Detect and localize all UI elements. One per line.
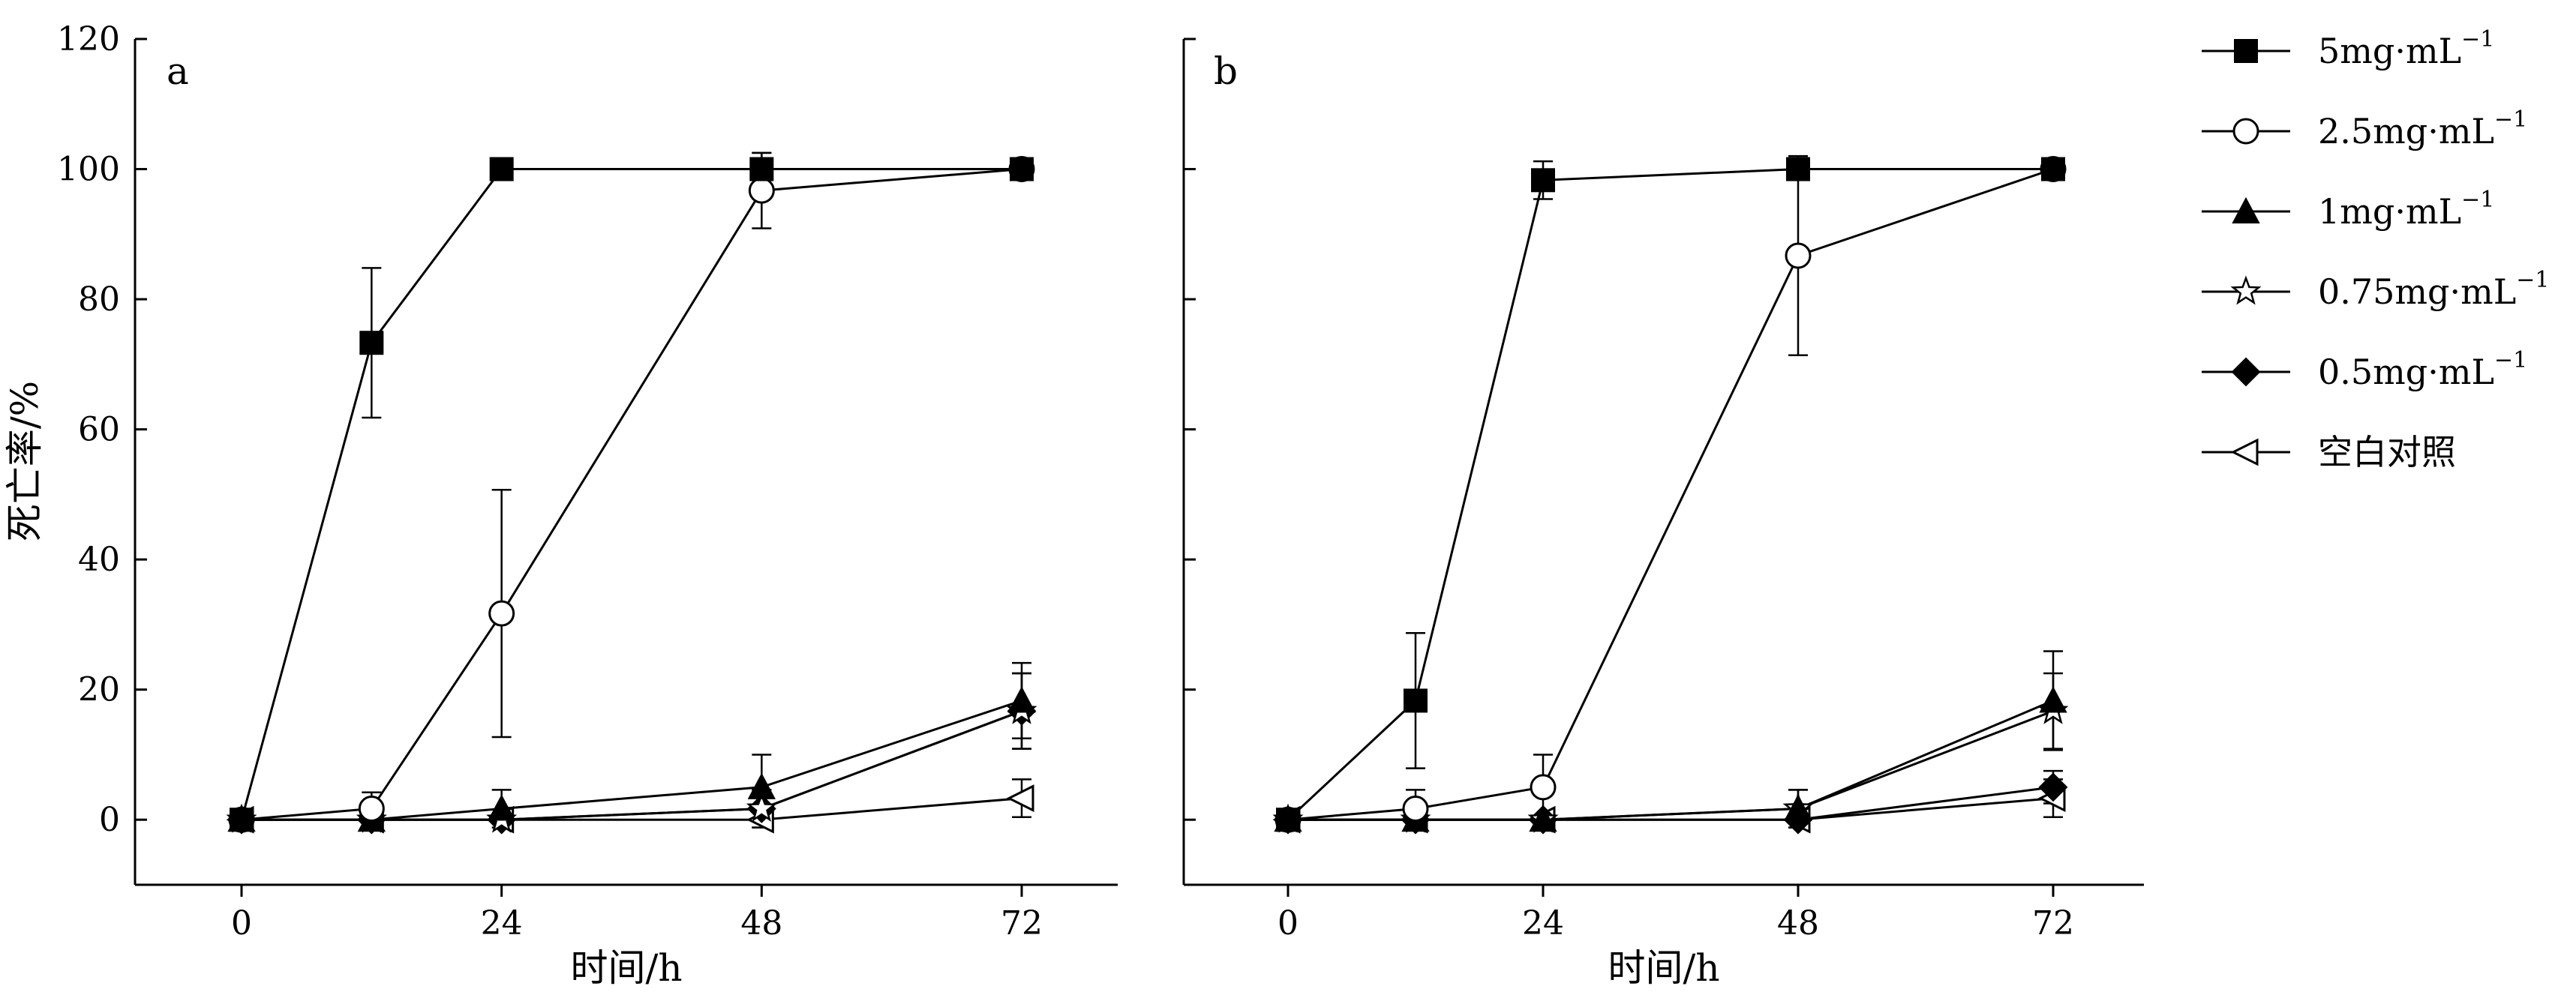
panel-a-data-point — [488, 600, 515, 627]
panel-b-data-point — [1786, 157, 1810, 181]
legend-label-superscript: −1 — [2516, 267, 2549, 293]
panel-a-y-tick-label: 60 — [78, 411, 120, 449]
panel-a-y-axis-title: 死亡率/% — [3, 381, 47, 541]
panel-b-label: b — [1214, 49, 1238, 93]
legend-label-base: 0.5mg·mL — [2318, 352, 2494, 392]
panel-a-y-tick-label: 100 — [57, 151, 120, 189]
panel-b-data-point — [1402, 795, 1429, 822]
panel-a-y-tick-label: 40 — [78, 541, 120, 579]
panel-a-series-line — [242, 709, 1022, 821]
panel-a-data-point — [359, 331, 384, 355]
legend-marker — [2231, 357, 2261, 387]
legend-item: 2.5mg·mL−1 — [2202, 106, 2527, 151]
panel-b-data-point — [1785, 242, 1812, 269]
panel-b-x-tick-label: 48 — [1777, 904, 1819, 943]
legend-label-base: 1mg·mL — [2318, 191, 2461, 232]
panel-b-data-point — [1404, 688, 1428, 713]
panel-b-data-point — [1531, 168, 1555, 193]
legend-label: 空白对照 — [2318, 432, 2456, 472]
legend-label-base: 空白对照 — [2318, 432, 2456, 472]
panel-b-data-point — [1529, 805, 1557, 832]
panel-a-data-point — [748, 177, 775, 204]
panel-a-data-point — [747, 772, 776, 799]
legend-item: 1mg·mL−1 — [2202, 187, 2494, 232]
panel-a-y-tick-label: 80 — [78, 280, 120, 319]
panel-a-x-tick-label: 24 — [481, 904, 523, 943]
panel-a-data-point — [1006, 784, 1034, 813]
panel-a-y-tick-label: 20 — [78, 671, 120, 709]
panel-a-series-line — [241, 168, 1022, 821]
panel-b-data-point — [1784, 794, 1812, 821]
panel-a-series-line — [240, 168, 1022, 820]
panel-b-data-point — [2039, 686, 2067, 713]
panel-b-data-point — [1276, 808, 1300, 832]
panel-b-x-axis-title: 时间/h — [1608, 946, 1719, 990]
panel-a-y-tick-label: 0 — [99, 801, 120, 839]
legend-label: 1mg·mL−1 — [2318, 187, 2494, 232]
panel-a-series-line — [242, 699, 1022, 821]
legend-item: 空白对照 — [2202, 432, 2456, 472]
panel-a-data-point — [749, 157, 774, 181]
legend-item: 0.75mg·mL−1 — [2202, 267, 2550, 312]
legend-label-superscript: −1 — [2461, 187, 2494, 213]
panel-b-data-point — [2038, 772, 2068, 802]
panel-b-x-tick-label: 72 — [2032, 904, 2074, 943]
panel-a-label: a — [167, 49, 189, 93]
panel-b-series-line — [1287, 168, 2054, 821]
panel-a-x-tick-label: 72 — [1001, 904, 1043, 943]
panel-a-x-tick-label: 0 — [231, 904, 252, 943]
panel-a-data-point — [358, 795, 385, 822]
panel-a-data-point — [489, 157, 514, 181]
legend-item: 5mg·mL−1 — [2202, 26, 2494, 71]
legend-label-superscript: −1 — [2494, 347, 2527, 373]
panel-b-series-line — [1288, 709, 2054, 821]
panel-b-data-point — [1530, 774, 1557, 801]
legend-label: 5mg·mL−1 — [2318, 26, 2494, 71]
legend-label-base: 2.5mg·mL — [2318, 111, 2494, 151]
panel-a: a 时间/h 死亡率/% 0 20 40 60 80 100 120 0 24 48 72 — [3, 20, 1118, 990]
panel-b-data-point — [2041, 157, 2065, 181]
panel-a-series-line — [242, 709, 1022, 821]
legend-label: 0.5mg·mL−1 — [2318, 347, 2527, 392]
panel-a-y-tick-label: 120 — [57, 20, 120, 58]
panel-a-data-point — [230, 808, 254, 832]
panel-a-data-point — [1010, 157, 1034, 181]
panel-b-x-tick-label: 0 — [1277, 904, 1299, 943]
legend-marker — [2232, 118, 2259, 145]
panel-a-data-point — [488, 794, 516, 821]
panel-a-data-point — [746, 792, 777, 822]
legend: 5mg·mL−12.5mg·mL−11mg·mL−10.75mg·mL−10.5… — [2202, 26, 2550, 472]
panel-a-x-tick-label: 48 — [740, 904, 782, 943]
legend-label: 0.75mg·mL−1 — [2318, 267, 2550, 312]
panel-a-data-point — [1007, 686, 1036, 713]
legend-marker — [2232, 196, 2260, 223]
legend-label-superscript: −1 — [2461, 26, 2494, 52]
legend-marker — [2230, 275, 2262, 305]
legend-label-base: 5mg·mL — [2318, 31, 2461, 71]
legend-marker — [2230, 438, 2259, 466]
legend-label-superscript: −1 — [2494, 106, 2527, 133]
panel-b-x-tick-label: 24 — [1522, 904, 1564, 943]
legend-label: 2.5mg·mL−1 — [2318, 106, 2527, 151]
legend-label-base: 0.75mg·mL — [2318, 271, 2516, 312]
panel-b: b 时间/h 0 24 48 72 — [1182, 37, 2144, 990]
legend-item: 0.5mg·mL−1 — [2202, 347, 2527, 392]
legend-marker — [2234, 39, 2258, 63]
panel-a-x-axis-title: 时间/h — [570, 946, 682, 990]
panel-b-series-line — [1286, 168, 2053, 821]
